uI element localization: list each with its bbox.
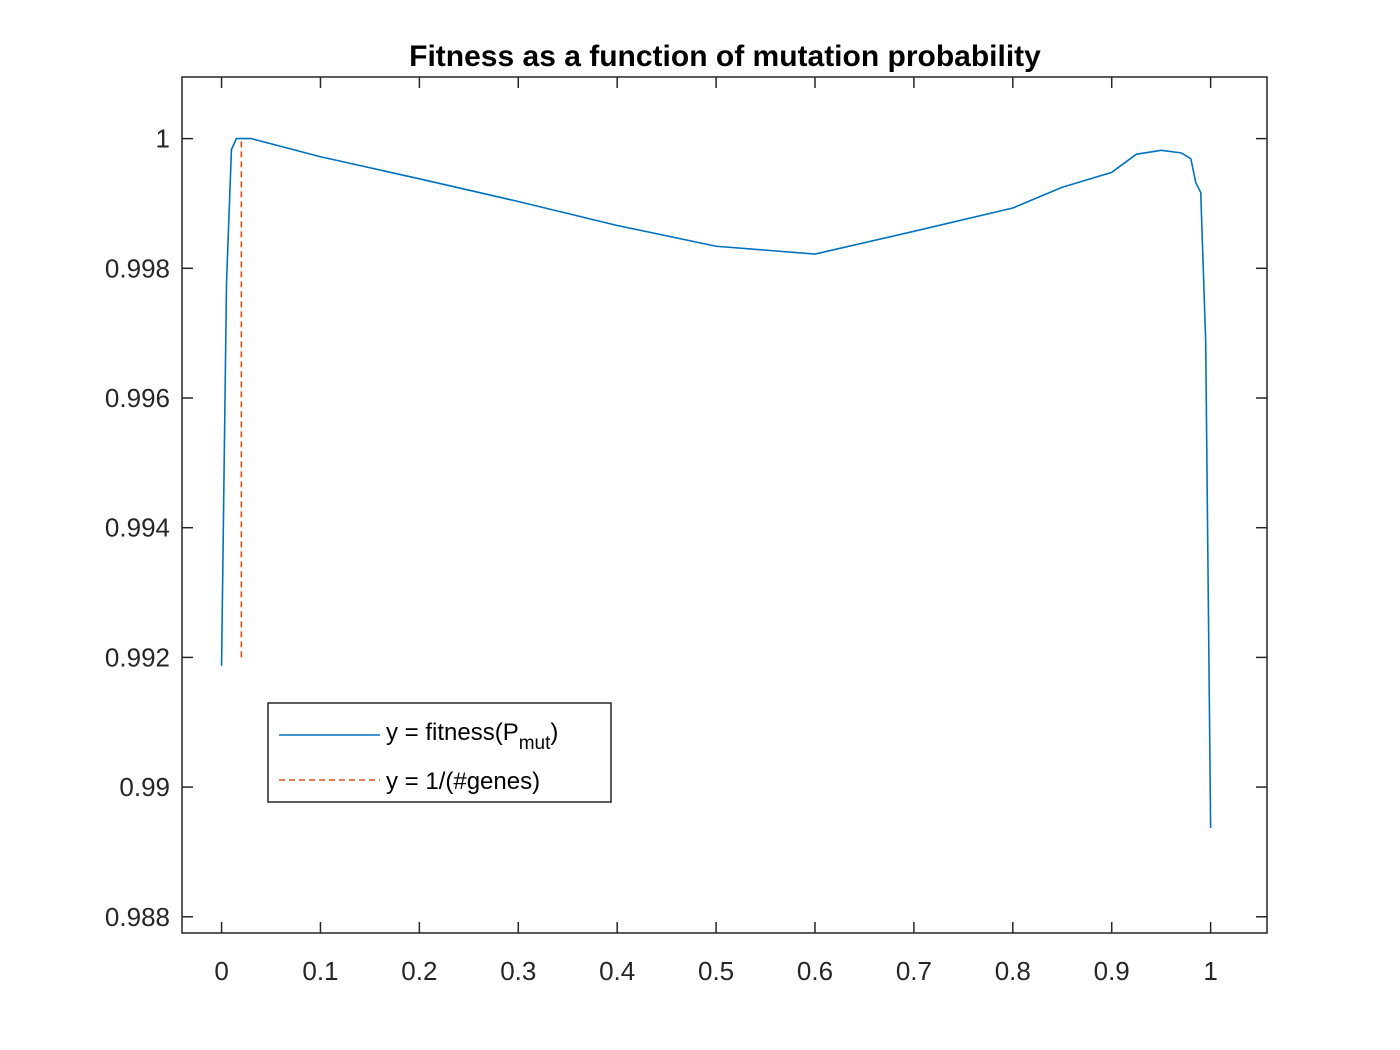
x-tick-label: 0.2 — [401, 956, 437, 986]
y-tick-label: 0.99 — [119, 772, 170, 802]
legend: y = fitness(Pmut) y = 1/(#genes) — [267, 702, 612, 803]
y-axis: 0.988 0.99 0.992 0.994 0.996 0.998 1 — [105, 124, 1267, 932]
legend-label-fitness: y = fitness(Pmut) — [386, 719, 558, 754]
y-tick-label: 0.996 — [105, 383, 170, 413]
plot-area — [220, 137, 1212, 828]
x-tick-label: 0.3 — [500, 956, 536, 986]
series-line-fitness — [220, 137, 1212, 828]
x-tick-label: 0.5 — [698, 956, 734, 986]
legend-box — [267, 702, 612, 803]
axes-box — [181, 76, 1268, 934]
x-axis: 0 0.1 0.2 0.3 0.4 0.5 0.6 0.7 0.8 0.9 1 — [214, 77, 1218, 986]
x-tick-label: 0.6 — [797, 956, 833, 986]
x-tick-label: 0.7 — [896, 956, 932, 986]
y-tick-label: 0.992 — [105, 642, 170, 672]
x-tick-label: 1 — [1203, 956, 1217, 986]
legend-label-genes: y = 1/(#genes) — [386, 768, 540, 795]
y-tick-label: 0.994 — [105, 513, 170, 543]
x-tick-label: 0.8 — [995, 956, 1031, 986]
x-tick-label: 0.4 — [599, 956, 635, 986]
x-tick-label: 0.9 — [1094, 956, 1130, 986]
x-tick-label: 0.1 — [302, 956, 338, 986]
y-tick-label: 0.988 — [105, 902, 170, 932]
x-tick-label: 0 — [214, 956, 228, 986]
y-tick-label: 1 — [156, 124, 170, 154]
y-tick-label: 0.998 — [105, 253, 170, 283]
chart-title: Fitness as a function of mutation probab… — [409, 40, 1041, 73]
